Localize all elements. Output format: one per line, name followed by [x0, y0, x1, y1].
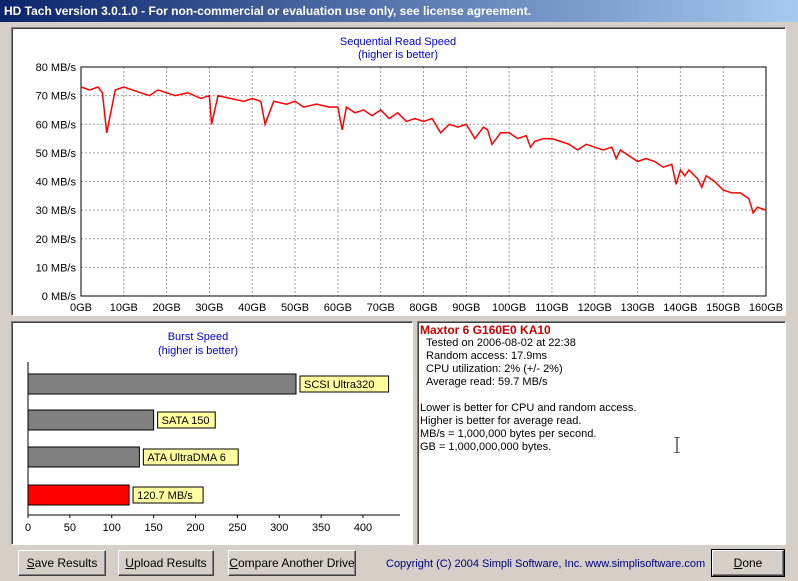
drive-name: Maxtor 6 G160E0 KA10 — [420, 323, 551, 337]
burst-bar-label: SATA 150 — [162, 415, 210, 427]
burst-title: Burst Speed — [168, 331, 229, 343]
random-access: Random access: 17.9ms — [426, 350, 548, 362]
y-tick-label: 70 MB/s — [36, 91, 77, 103]
burst-x-tick-label: 250 — [228, 522, 246, 534]
burst-subtitle: (higher is better) — [158, 345, 238, 357]
burst-bar — [27, 409, 155, 431]
y-tick-label: 30 MB/s — [36, 205, 77, 217]
y-tick-label: 60 MB/s — [36, 119, 77, 131]
x-tick-label: 140GB — [663, 302, 697, 314]
x-tick-label: 120GB — [578, 302, 612, 314]
y-tick-label: 80 MB/s — [36, 62, 77, 74]
save-results-button[interactable]: Save Results — [18, 550, 106, 576]
window-title: HD Tach version 3.0.1.0 - For non-commer… — [0, 0, 798, 22]
y-tick-label: 10 MB/s — [36, 262, 77, 274]
x-tick-label: 50GB — [281, 302, 309, 314]
compare-another-drive-button[interactable]: Compare Another Drive — [228, 550, 356, 576]
upload-results-button[interactable]: Upload Results — [118, 550, 214, 576]
chart-title: Sequential Read Speed — [340, 36, 456, 48]
x-tick-label: 110GB — [535, 302, 568, 314]
done-button[interactable]: Done — [711, 549, 785, 577]
note-gb-definition: GB = 1,000,000,000 bytes. — [420, 441, 552, 453]
burst-bar-label: 120.7 MB/s — [137, 490, 193, 502]
burst-x-tick-label: 400 — [354, 522, 372, 534]
x-tick-label: 0GB — [70, 302, 92, 314]
x-tick-label: 70GB — [367, 302, 395, 314]
y-tick-label: 50 MB/s — [36, 148, 77, 160]
average-read: Average read: 59.7 MB/s — [426, 376, 548, 388]
x-tick-label: 160GB — [749, 302, 783, 314]
sequential-read-chart: Sequential Read Speed (higher is better)… — [36, 36, 783, 314]
x-tick-label: 10GB — [110, 302, 138, 314]
i-beam-cursor-icon — [674, 437, 680, 453]
burst-x-tick-label: 200 — [186, 522, 204, 534]
burst-speed-panel: Burst Speed (higher is better) SCSI Ultr… — [11, 321, 413, 545]
burst-x-tick-label: 50 — [64, 522, 76, 534]
burst-bar — [27, 484, 130, 506]
x-tick-label: 90GB — [452, 302, 480, 314]
x-tick-label: 40GB — [238, 302, 266, 314]
note-mbs-definition: MB/s = 1,000,000 bytes per second. — [420, 428, 597, 440]
x-tick-label: 20GB — [153, 302, 181, 314]
sequential-read-panel: Sequential Read Speed (higher is better)… — [11, 27, 786, 316]
burst-bar — [27, 373, 297, 395]
burst-bar-label-box — [132, 486, 204, 504]
burst-bar-label: ATA UltraDMA 6 — [147, 452, 225, 464]
cpu-utilization: CPU utilization: 2% (+/- 2%) — [426, 363, 563, 375]
burst-x-tick-label: 350 — [312, 522, 330, 534]
copyright-text: Copyright (C) 2004 Simpli Software, Inc.… — [386, 558, 706, 570]
x-tick-label: 100GB — [492, 302, 526, 314]
x-tick-label: 30GB — [195, 302, 223, 314]
burst-bar-label-box — [157, 411, 216, 429]
read-speed-line — [80, 86, 767, 215]
x-tick-label: 80GB — [409, 302, 437, 314]
tested-on: Tested on 2006-08-02 at 22:38 — [426, 337, 576, 349]
burst-bar-label-box — [299, 375, 390, 393]
burst-bar — [27, 446, 140, 468]
burst-bar-label: SCSI Ultra320 — [304, 379, 374, 391]
y-tick-label: 40 MB/s — [36, 177, 77, 189]
burst-bar-label-box — [142, 448, 239, 466]
burst-x-tick-label: 0 — [25, 522, 31, 534]
x-tick-label: 150GB — [706, 302, 740, 314]
chart-subtitle: (higher is better) — [358, 49, 438, 61]
drive-info-panel: Maxtor 6 G160E0 KA10 Tested on 2006-08-0… — [417, 321, 786, 545]
note-lower-better: Lower is better for CPU and random acces… — [420, 402, 637, 414]
y-tick-label: 20 MB/s — [36, 234, 77, 246]
x-tick-label: 60GB — [324, 302, 352, 314]
plot-frame — [80, 66, 767, 297]
burst-speed-chart: Burst Speed (higher is better) SCSI Ultr… — [25, 331, 400, 534]
burst-x-tick-label: 150 — [144, 522, 162, 534]
note-higher-better: Higher is better for average read. — [420, 415, 582, 427]
burst-x-tick-label: 100 — [103, 522, 121, 534]
burst-x-tick-label: 300 — [270, 522, 288, 534]
x-tick-label: 130GB — [620, 302, 654, 314]
y-tick-label: 0 MB/s — [42, 291, 77, 303]
